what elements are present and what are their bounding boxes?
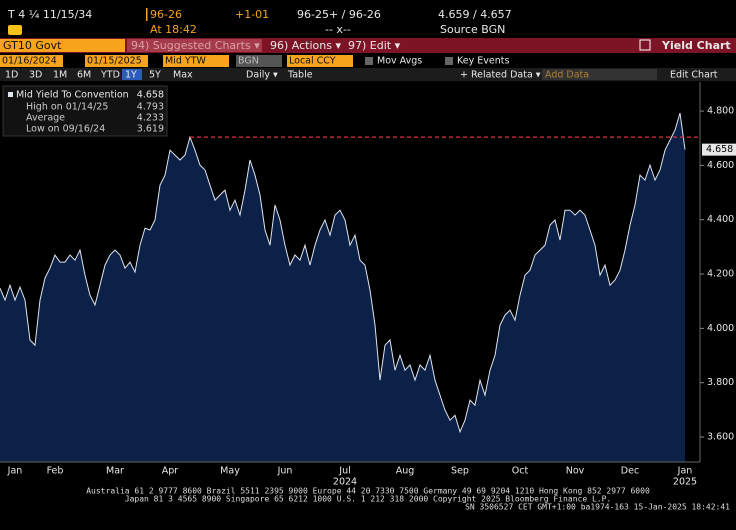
source-field[interactable]: BGN	[238, 56, 259, 67]
x-tick-label: Jun	[277, 466, 293, 477]
legend-label: Mid Yield To Convention	[16, 90, 129, 101]
y-tick-label: 4.200	[707, 269, 734, 280]
x-tick-label: Oct	[512, 466, 529, 477]
stat-label: High on 01/14/25	[26, 102, 108, 113]
x-tick-label: Apr	[162, 466, 179, 477]
stat-value: 3.619	[137, 124, 164, 135]
y-tick-label: 3.600	[707, 432, 734, 443]
security[interactable]: GT10 Govt	[3, 39, 62, 52]
y-tick-label: 3.800	[707, 377, 734, 388]
x-tick-label: Aug	[396, 466, 415, 477]
legend-swatch	[8, 92, 13, 97]
x-tick-label: Nov	[566, 466, 585, 477]
y-tick-label: 4.000	[707, 323, 734, 334]
source-box[interactable]	[236, 55, 282, 67]
date-box[interactable]	[0, 55, 63, 67]
frequency[interactable]: Daily ▾	[246, 70, 278, 81]
period-button[interactable]: 6M	[77, 70, 91, 81]
table[interactable]: Table	[287, 70, 313, 81]
line	[0, 112, 686, 434]
size: -- x--	[325, 23, 351, 36]
menu-item[interactable]: 97) Edit ▾	[348, 39, 401, 52]
key-events[interactable]: Key Events	[457, 56, 509, 67]
security-box[interactable]	[0, 39, 125, 52]
stat-label: Low on 09/16/24	[26, 124, 105, 135]
x-tick-label: Jan	[7, 466, 23, 477]
related-data[interactable]: + Related Data ▾	[460, 70, 541, 81]
x-tick-label: Jul	[338, 466, 350, 477]
area	[0, 113, 685, 462]
x-tick-label: Jan	[677, 466, 693, 477]
page-title: Yield Chart	[661, 39, 731, 52]
period-button[interactable]: YTD	[100, 70, 120, 81]
last-value-tag	[702, 143, 736, 156]
end-date[interactable]: 01/15/2025	[87, 56, 142, 67]
x-tick-label: Sep	[451, 466, 469, 477]
y-tick-label: 4.600	[707, 160, 734, 171]
edit-chart[interactable]: Edit Chart	[670, 70, 718, 81]
stat-label: Average	[26, 113, 65, 124]
menu-item-bg	[127, 39, 262, 52]
stat-value: 4.233	[137, 113, 164, 124]
icon	[8, 25, 22, 35]
currency-box[interactable]	[287, 55, 353, 67]
legend-box	[2, 85, 168, 137]
ticker: T 4 ¼ 11/15/34	[7, 8, 92, 21]
period-button[interactable]: Max	[173, 70, 193, 81]
period-button[interactable]: 1M	[53, 70, 67, 81]
menu-item[interactable]: 94) Suggested Charts ▾	[131, 39, 260, 52]
price: 96-26	[150, 8, 182, 21]
checkbox[interactable]	[365, 57, 373, 65]
x-tick-label: Mar	[106, 466, 124, 477]
period-selected	[122, 69, 142, 80]
add-data-box[interactable]	[542, 69, 657, 80]
add-data[interactable]: Add Data	[545, 70, 589, 81]
checkbox[interactable]	[445, 57, 453, 65]
mov-avgs[interactable]: Mov Avgs	[377, 56, 422, 67]
y-tick-label: 4.800	[707, 106, 734, 117]
menu-item[interactable]: 96) Actions ▾	[270, 39, 341, 52]
x-year-label: 2025	[673, 477, 697, 488]
change: +1-01	[235, 8, 269, 21]
stat-value: 4.793	[137, 102, 164, 113]
period-button[interactable]: 1Y	[125, 70, 137, 81]
y-tick-label: 4.400	[707, 214, 734, 225]
source: Source BGN	[440, 23, 505, 36]
footer-line: Australia 61 2 9777 8600 Brazil 5511 239…	[86, 487, 650, 496]
price-marker	[146, 8, 148, 21]
yields: 4.659 / 4.657	[438, 8, 512, 21]
time: At 18:42	[150, 23, 197, 36]
legend-value: 4.658	[137, 90, 164, 101]
field-box[interactable]	[163, 55, 229, 67]
x-tick-label: May	[220, 466, 240, 477]
bid-ask: 96-25+ / 96-26	[297, 8, 381, 21]
field[interactable]: Mid YTW	[165, 56, 206, 67]
footer-line: Japan 81 3 4565 8900 Singapore 65 6212 1…	[125, 495, 611, 504]
icon	[639, 39, 651, 51]
period-button[interactable]: 1D	[5, 70, 18, 81]
footer-line: SN 3506527 CET GMT+1:00 ba1974-163 15-Ja…	[465, 503, 730, 512]
x-tick-label: Feb	[47, 466, 64, 477]
start-date[interactable]: 01/16/2024	[2, 56, 57, 67]
date-box[interactable]	[85, 55, 148, 67]
currency[interactable]: Local CCY	[289, 56, 336, 67]
x-tick-label: Dec	[621, 466, 639, 477]
period-button[interactable]: 5Y	[149, 70, 161, 81]
x-year-label: 2024	[333, 477, 357, 488]
period-button[interactable]: 3D	[29, 70, 42, 81]
last-value: 4.658	[706, 144, 733, 155]
